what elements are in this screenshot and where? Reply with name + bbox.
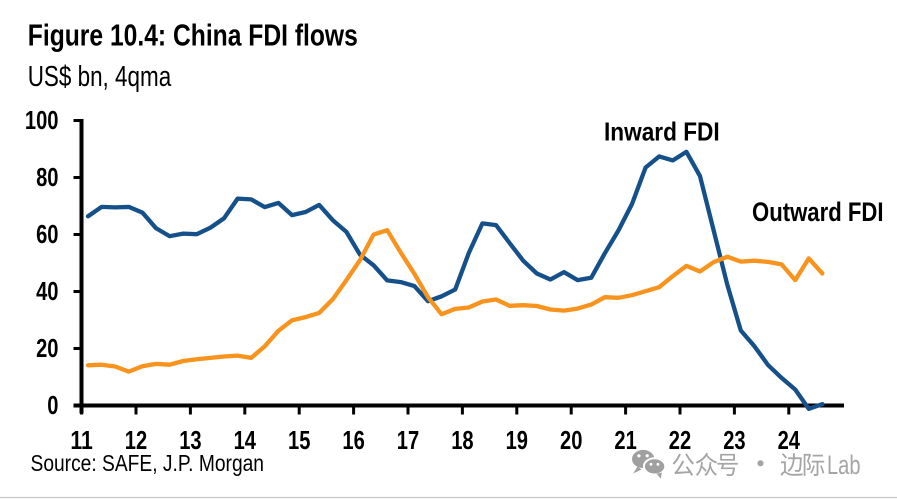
svg-text:24: 24 xyxy=(778,425,801,455)
svg-text:Inward FDI: Inward FDI xyxy=(604,117,720,147)
svg-text:19: 19 xyxy=(506,425,528,455)
svg-text:Figure 10.4: China FDI flows: Figure 10.4: China FDI flows xyxy=(28,17,358,52)
svg-text:40: 40 xyxy=(36,276,58,306)
svg-text:15: 15 xyxy=(288,425,310,455)
svg-text:60: 60 xyxy=(36,219,58,249)
svg-text:18: 18 xyxy=(451,425,473,455)
svg-text:0: 0 xyxy=(47,390,58,420)
svg-text:17: 17 xyxy=(397,425,419,455)
svg-text:Outward FDI: Outward FDI xyxy=(752,197,884,227)
svg-text:11: 11 xyxy=(70,425,92,455)
svg-text:80: 80 xyxy=(36,162,58,192)
svg-text:21: 21 xyxy=(614,425,636,455)
svg-text:20: 20 xyxy=(560,425,582,455)
svg-text:14: 14 xyxy=(234,425,257,455)
svg-text:13: 13 xyxy=(179,425,201,455)
svg-text:12: 12 xyxy=(125,425,147,455)
svg-text:Lab: Lab xyxy=(827,450,861,480)
svg-text:100: 100 xyxy=(25,105,59,135)
svg-text:US$ bn, 4qma: US$ bn, 4qma xyxy=(28,61,172,93)
svg-text:23: 23 xyxy=(723,425,745,455)
svg-text:22: 22 xyxy=(669,425,691,455)
svg-text:16: 16 xyxy=(342,425,364,455)
svg-text:Source: SAFE, J.P. Morgan: Source: SAFE, J.P. Morgan xyxy=(31,450,265,476)
svg-text:20: 20 xyxy=(36,333,58,363)
